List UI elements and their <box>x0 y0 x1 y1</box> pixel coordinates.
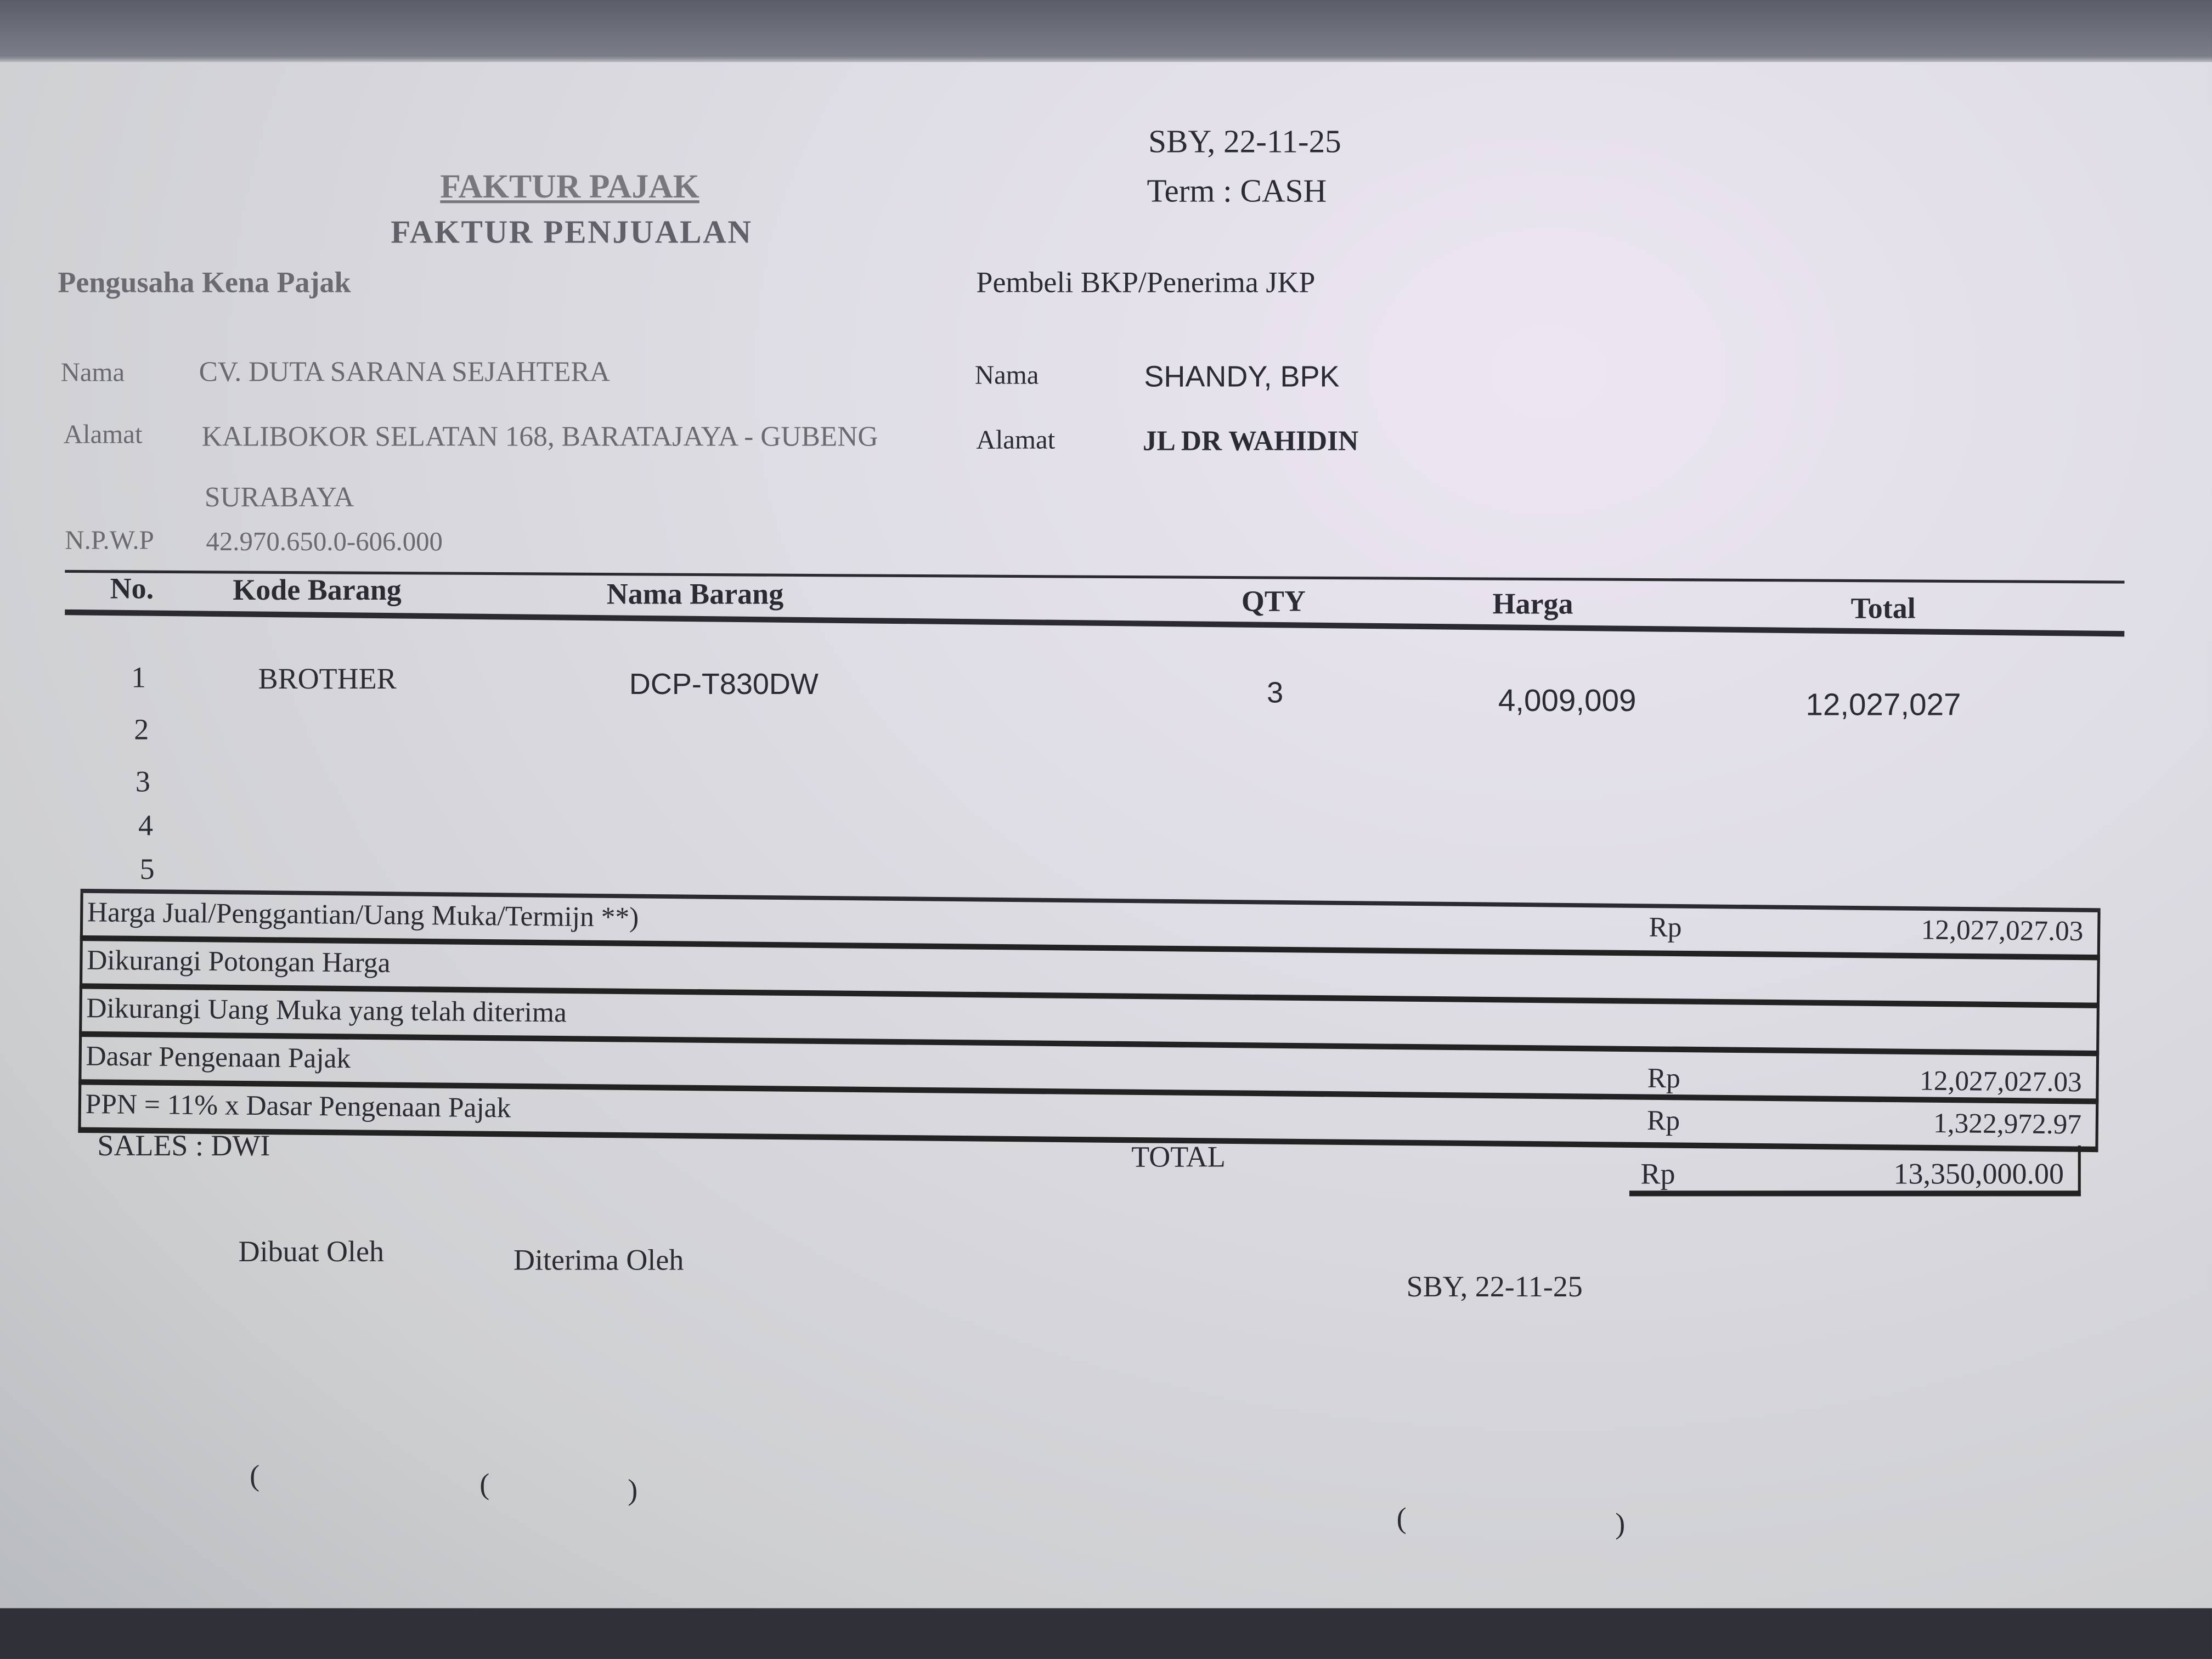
npwp-value: 42.970.650.0-606.000 <box>206 527 443 557</box>
signature-date: SBY, 22-11-25 <box>1406 1269 1583 1304</box>
table-row: 3 <box>135 764 150 799</box>
doc-subtitle: FAKTUR PENJUALAN <box>391 214 753 250</box>
seller-address-label: Alamat <box>63 420 143 450</box>
row-no: 1 <box>131 660 146 695</box>
made-by-label: Dibuat Oleh <box>238 1234 385 1268</box>
table-row: 4 <box>138 808 153 843</box>
monitor-bezel <box>0 1608 2212 1659</box>
signature-paren: ) <box>628 1472 638 1507</box>
summary-label: Harga Jual/Penggantian/Uang Muka/Termijn… <box>87 897 639 934</box>
row-code: BROTHER <box>258 661 397 696</box>
invoice-document <box>0 62 2212 1614</box>
row-total: 12,027,027 <box>1805 687 1961 723</box>
signature-paren: ( <box>479 1467 490 1501</box>
header-date: SBY, 22-11-25 <box>1148 124 1341 160</box>
table-row: 5 <box>139 852 155 886</box>
table-row: 2 <box>134 712 149 747</box>
row-name: DCP-T830DW <box>629 668 819 701</box>
buyer-section: Pembeli BKP/Penerima JKP <box>976 265 1316 300</box>
header-term: Term : CASH <box>1147 173 1327 209</box>
summary-label: Dikurangi Potongan Harga <box>86 945 391 979</box>
summary-amount: 12,027,027.03 <box>1919 1065 2083 1099</box>
summary-label: PPN = 11% x Dasar Pengenaan Pajak <box>85 1089 511 1125</box>
seller-address-1: KALIBOKOR SELATAN 168, BARATAJAYA - GUBE… <box>201 421 878 453</box>
col-name: Nama Barang <box>606 577 784 611</box>
summary-label: Dikurangi Uang Muka yang telah diterima <box>86 993 567 1029</box>
col-price: Harga <box>1492 586 1573 621</box>
summary-currency: Rp <box>1649 912 1682 944</box>
col-no: No. <box>110 571 154 606</box>
total-amount: 13,350,000.00 <box>1893 1156 2064 1191</box>
seller-address-2: SURABAYA <box>204 482 354 514</box>
summary-amount: 12,027,027.03 <box>1921 915 2084 948</box>
total-currency: Rp <box>1640 1156 1675 1191</box>
buyer-name: SHANDY, BPK <box>1144 361 1340 394</box>
summary-label: Dasar Pengenaan Pajak <box>86 1041 351 1075</box>
doc-title: FAKTUR PAJAK <box>440 169 699 206</box>
summary-amount: 1,322,972.97 <box>1933 1108 2082 1141</box>
summary-currency: Rp <box>1646 1105 1680 1137</box>
seller-name: CV. DUTA SARANA SEJAHTERA <box>199 357 610 388</box>
col-total: Total <box>1850 591 1916 625</box>
row-qty: 3 <box>1267 677 1284 710</box>
sales-person: SALES : DWI <box>97 1128 270 1163</box>
col-qty: QTY <box>1241 584 1306 618</box>
signature-paren: ( <box>1396 1500 1407 1535</box>
summary-currency: Rp <box>1647 1063 1681 1095</box>
received-by-label: Diterima Oleh <box>513 1243 684 1277</box>
signature-paren: ( <box>250 1458 260 1493</box>
total-label: TOTAL <box>1131 1139 1226 1174</box>
buyer-name-label: Nama <box>974 361 1039 391</box>
seller-section: Pengusaha Kena Pajak <box>58 265 351 300</box>
seller-name-label: Nama <box>60 358 125 388</box>
total-box: Rp 13,350,000.00 <box>1629 1145 2081 1197</box>
npwp-label: N.P.W.P <box>65 526 154 556</box>
signature-paren: ) <box>1615 1506 1626 1541</box>
buyer-address: JL DR WAHIDIN <box>1142 426 1359 458</box>
buyer-address-label: Alamat <box>976 426 1056 456</box>
col-code: Kode Barang <box>233 572 402 607</box>
row-price: 4,009,009 <box>1498 682 1637 718</box>
